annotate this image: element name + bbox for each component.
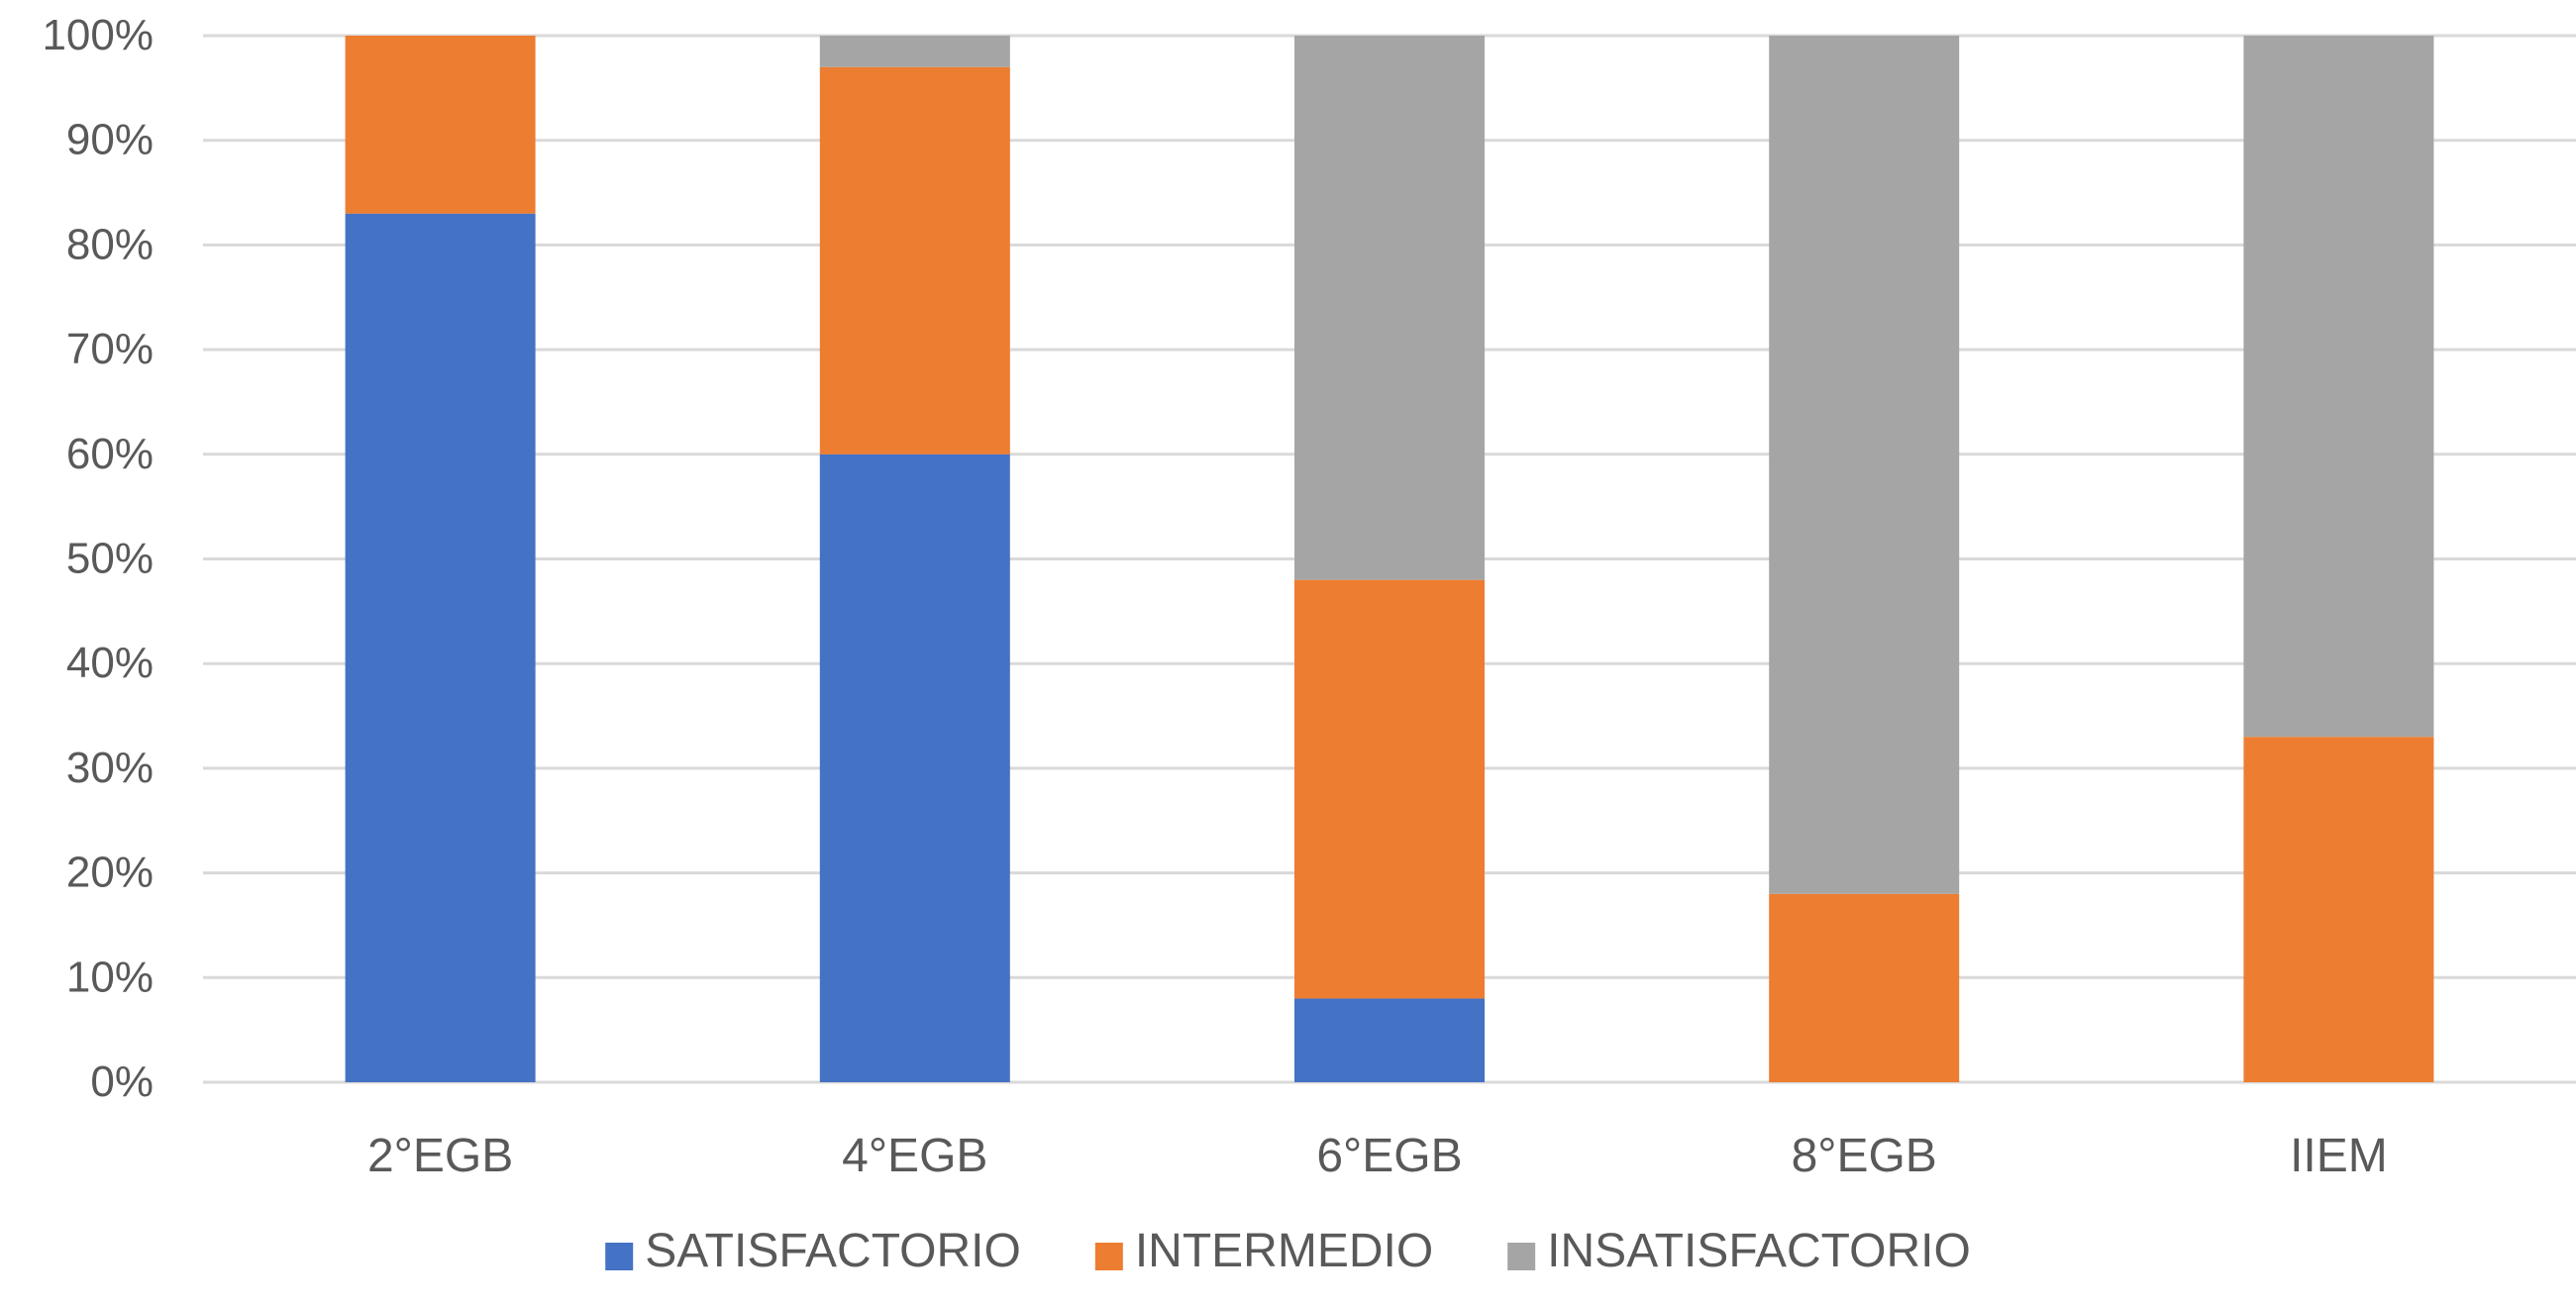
legend: SATISFACTORIO INTERMEDIO INSATISFACTORIO	[605, 1225, 1971, 1277]
y-tick-label: 90%	[66, 116, 154, 164]
y-tick-label: 80%	[66, 220, 154, 268]
legend-item-intermedio: INTERMEDIO	[1094, 1225, 1433, 1277]
bar-segment-8-egb-insatisfactorio	[1769, 36, 1960, 894]
bar-segment-6-egb-intermedio	[1294, 579, 1485, 999]
y-tick-label: 10%	[66, 953, 154, 1001]
legend-label: SATISFACTORIO	[645, 1225, 1021, 1277]
bar-segment-iiem-intermedio	[2243, 737, 2434, 1082]
bar-segment-iiem-insatisfactorio	[2243, 36, 2434, 738]
x-tick-label: IIEM	[2290, 1130, 2388, 1182]
y-tick-label: 60%	[66, 430, 154, 478]
legend-label: INSATISFACTORIO	[1547, 1225, 1971, 1277]
y-tick-label: 50%	[66, 535, 154, 583]
x-tick-label: 6°EGB	[1316, 1130, 1462, 1182]
legend-swatch	[1507, 1243, 1536, 1270]
y-axis-tick-labels: 0% 10% 20% 30% 40% 50% 60% 70% 80% 90% 100%	[42, 11, 154, 1106]
x-axis-tick-labels: 2°EGB 4°EGB 6°EGB 8°EGB IIEM	[367, 1130, 2388, 1182]
legend-item-satisfactorio: SATISFACTORIO	[605, 1225, 1021, 1277]
bar-segment-2-egb-intermedio	[345, 36, 536, 214]
legend-swatch	[1094, 1243, 1123, 1270]
bar-segment-4-egb-intermedio	[819, 66, 1010, 454]
bar-segment-8-egb-intermedio	[1769, 893, 1960, 1082]
legend-item-insatisfactorio: INSATISFACTORIO	[1507, 1225, 1971, 1277]
x-tick-label: 4°EGB	[842, 1130, 987, 1182]
bar-segment-4-egb-insatisfactorio	[819, 36, 1010, 67]
y-tick-label: 100%	[42, 11, 154, 59]
legend-swatch	[605, 1243, 634, 1270]
x-tick-label: 2°EGB	[367, 1130, 513, 1182]
y-tick-label: 0%	[90, 1057, 154, 1106]
y-tick-label: 40%	[66, 639, 154, 687]
bar-segment-6-egb-insatisfactorio	[1294, 36, 1485, 580]
bar-segment-4-egb-satisfactorio	[819, 453, 1010, 1082]
y-tick-label: 30%	[66, 744, 154, 792]
legend-label: INTERMEDIO	[1135, 1225, 1433, 1277]
y-tick-label: 70%	[66, 325, 154, 373]
bar-segment-2-egb-satisfactorio	[345, 213, 536, 1082]
bars	[345, 36, 2434, 1082]
bar-segment-6-egb-satisfactorio	[1294, 998, 1485, 1082]
y-tick-label: 20%	[66, 849, 154, 897]
x-tick-label: 8°EGB	[1792, 1130, 1937, 1182]
